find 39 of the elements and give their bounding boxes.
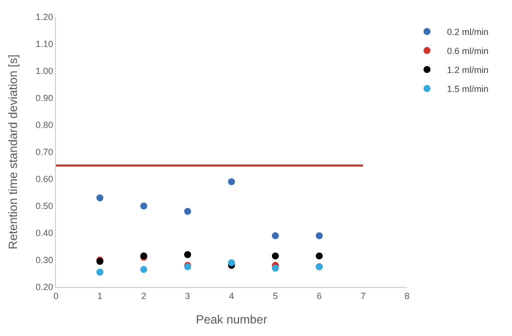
y-tick-label: 0.50 bbox=[36, 201, 54, 212]
point bbox=[316, 252, 323, 260]
point bbox=[272, 252, 279, 260]
point bbox=[228, 178, 235, 186]
point bbox=[272, 264, 279, 272]
point bbox=[272, 232, 279, 240]
x-tick-label: 7 bbox=[360, 290, 366, 301]
point bbox=[140, 202, 148, 210]
y-tick-label: 1.10 bbox=[36, 39, 54, 50]
legend-label: 1.2 ml/min bbox=[447, 65, 489, 76]
x-tick-label: 3 bbox=[185, 290, 190, 301]
legend-label: 1.5 ml/min bbox=[447, 84, 489, 94]
point bbox=[228, 259, 235, 266]
point bbox=[184, 251, 192, 258]
legend-label: 0.2 ml/min bbox=[447, 27, 489, 38]
legend-label: 0.6 ml/min bbox=[447, 46, 489, 56]
y-tick-label: 0.90 bbox=[36, 93, 54, 104]
y-tick-label: 1.00 bbox=[36, 66, 54, 76]
x-tick-label: 8 bbox=[404, 290, 410, 301]
y-axis-title: Retention time standard deviation [s] bbox=[6, 54, 20, 250]
y-tick-label: 0.20 bbox=[36, 282, 54, 292]
x-tick-label: 6 bbox=[316, 290, 322, 301]
x-tick-label: 2 bbox=[141, 290, 146, 301]
point bbox=[184, 208, 192, 215]
x-tick-label: 5 bbox=[272, 290, 278, 301]
y-tick-label: 0.30 bbox=[36, 255, 54, 266]
x-axis-title: Peak number bbox=[196, 312, 268, 327]
y-tick-label: 0.70 bbox=[36, 147, 54, 158]
y-tick-label: 1.20 bbox=[36, 12, 54, 22]
y-tick-label: 0.40 bbox=[36, 228, 54, 238]
y-tick-label: 0.60 bbox=[36, 174, 54, 184]
x-tick-label: 4 bbox=[228, 290, 234, 301]
point bbox=[316, 232, 323, 240]
point bbox=[96, 194, 104, 202]
x-tick-label: 1 bbox=[97, 290, 102, 301]
x-tick-label: 0 bbox=[53, 290, 59, 301]
y-tick-label: 0.80 bbox=[36, 120, 54, 130]
point bbox=[140, 266, 148, 273]
point bbox=[96, 268, 104, 276]
